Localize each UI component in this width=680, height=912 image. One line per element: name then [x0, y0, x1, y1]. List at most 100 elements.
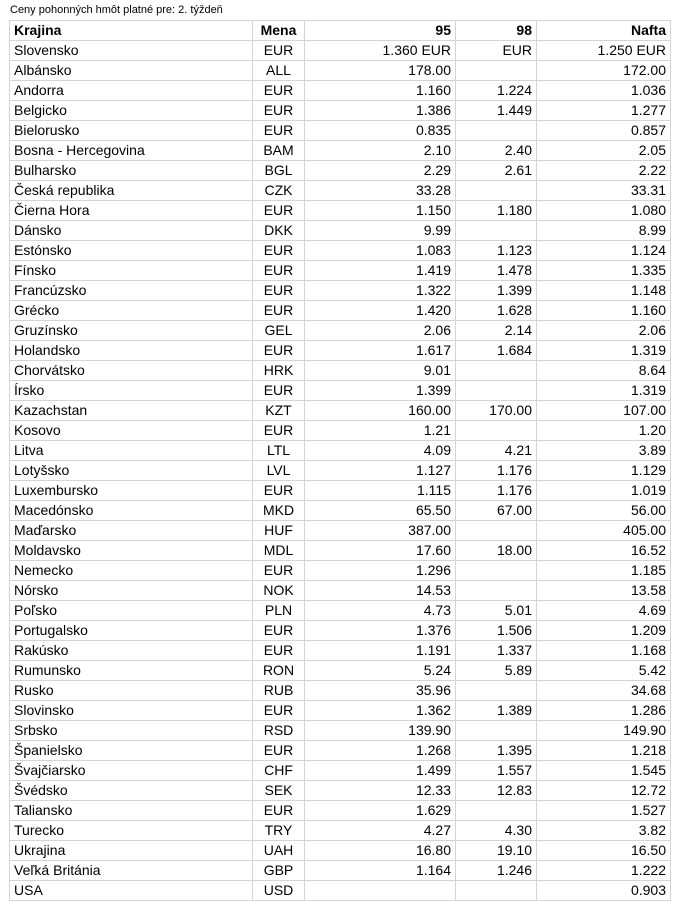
- table-cell: 19.10: [455, 840, 537, 861]
- table-cell: 1.395: [455, 740, 537, 761]
- table-row: Dánsko DKK 9.99 8.99: [9, 220, 671, 241]
- country-cell: Rumunsko: [9, 660, 253, 681]
- table-cell: 1.506: [455, 620, 537, 641]
- table-row: USA USD 0.903: [9, 880, 671, 901]
- table-row: Chorvátsko HRK 9.01 8.64: [9, 360, 671, 381]
- table-cell: 172.00: [536, 60, 671, 81]
- country-cell: Estónsko: [9, 240, 253, 261]
- table-cell: EUR: [252, 240, 305, 261]
- table-cell: EUR: [252, 800, 305, 821]
- table-cell: 16.50: [536, 840, 671, 861]
- table-cell: 1.499: [304, 760, 456, 781]
- table-cell: 1.246: [455, 860, 537, 881]
- table-row: Kazachstan KZT 160.00 170.00 107.00: [9, 400, 671, 421]
- table-cell: HRK: [252, 360, 305, 381]
- table-cell: 12.83: [455, 780, 537, 801]
- table-cell: 0.835: [304, 120, 456, 141]
- country-cell: Portugalsko: [9, 620, 253, 641]
- table-cell: 8.64: [536, 360, 671, 381]
- table-cell: 1.176: [455, 480, 537, 501]
- table-cell: 1.160: [536, 300, 671, 321]
- table-cell: EUR: [252, 200, 305, 221]
- table-row: Rumunsko RON 5.24 5.89 5.42: [9, 660, 671, 681]
- table-row: Rakúsko EUR 1.191 1.337 1.168: [9, 640, 671, 661]
- table-cell: GBP: [252, 860, 305, 881]
- table-cell: [304, 880, 456, 901]
- country-cell: Andorra: [9, 80, 253, 101]
- table-cell: 1.527: [536, 800, 671, 821]
- table-cell: 67.00: [455, 500, 537, 521]
- table-cell: EUR: [252, 740, 305, 761]
- table-row: Írsko EUR 1.399 1.319: [9, 380, 671, 401]
- table-row: Grécko EUR 1.420 1.628 1.160: [9, 300, 671, 321]
- table-cell: 1.420: [304, 300, 456, 321]
- table-cell: 1.386: [304, 100, 456, 121]
- table-cell: [455, 580, 537, 601]
- table-cell: [455, 680, 537, 701]
- table-cell: 4.30: [455, 820, 537, 841]
- table-row: Lotyšsko LVL 1.127 1.176 1.129: [9, 460, 671, 481]
- table-cell: 5.42: [536, 660, 671, 681]
- table-row: Holandsko EUR 1.617 1.684 1.319: [9, 340, 671, 361]
- country-cell: Írsko: [9, 380, 253, 401]
- country-cell: Nórsko: [9, 580, 253, 601]
- table-cell: 1.335: [536, 260, 671, 281]
- table-cell: LTL: [252, 440, 305, 461]
- table-cell: 33.31: [536, 180, 671, 201]
- country-cell: Slovinsko: [9, 700, 253, 721]
- table-row: Rusko RUB 35.96 34.68: [9, 680, 671, 701]
- table-cell: 1.127: [304, 460, 456, 481]
- table-row: Veľká Británia GBP 1.164 1.246 1.222: [9, 860, 671, 881]
- table-cell: EUR: [252, 120, 305, 141]
- caption: Ceny pohonných hmôt platné pre: 2. týžde…: [10, 4, 223, 16]
- header-cell: 98: [455, 20, 537, 41]
- country-cell: Nemecko: [9, 560, 253, 581]
- table-cell: 1.124: [536, 240, 671, 261]
- table-cell: 4.09: [304, 440, 456, 461]
- table-cell: [455, 520, 537, 541]
- table-row: Taliansko EUR 1.629 1.527: [9, 800, 671, 821]
- table-row: Nemecko EUR 1.296 1.185: [9, 560, 671, 581]
- table-cell: 1.209: [536, 620, 671, 641]
- country-cell: Švédsko: [9, 780, 253, 801]
- table-cell: 1.250 EUR: [536, 40, 671, 61]
- table-cell: 178.00: [304, 60, 456, 81]
- table-cell: 0.857: [536, 120, 671, 141]
- table-cell: EUR: [252, 280, 305, 301]
- table-cell: 1.148: [536, 280, 671, 301]
- table-cell: 16.80: [304, 840, 456, 861]
- header-cell: Mena: [252, 20, 305, 41]
- header-cell: 95: [304, 20, 456, 41]
- country-cell: Rakúsko: [9, 640, 253, 661]
- table-cell: 1.360 EUR: [304, 40, 456, 61]
- table-row: Gruzínsko GEL 2.06 2.14 2.06: [9, 320, 671, 341]
- table-cell: 1.21: [304, 420, 456, 441]
- table-row: Macedónsko MKD 65.50 67.00 56.00: [9, 500, 671, 521]
- table-cell: RON: [252, 660, 305, 681]
- table-row: Švajčiarsko CHF 1.499 1.557 1.545: [9, 760, 671, 781]
- table-cell: LVL: [252, 460, 305, 481]
- table-cell: 5.01: [455, 600, 537, 621]
- country-cell: Maďarsko: [9, 520, 253, 541]
- table-cell: 1.176: [455, 460, 537, 481]
- table-row: Čierna Hora EUR 1.150 1.180 1.080: [9, 200, 671, 221]
- table-cell: PLN: [252, 600, 305, 621]
- country-cell: Chorvátsko: [9, 360, 253, 381]
- table-cell: 34.68: [536, 680, 671, 701]
- table-cell: 56.00: [536, 500, 671, 521]
- table-cell: USD: [252, 880, 305, 901]
- table-row: Španielsko EUR 1.268 1.395 1.218: [9, 740, 671, 761]
- table-cell: 387.00: [304, 520, 456, 541]
- table-cell: 1.150: [304, 200, 456, 221]
- header-row: Krajina Mena 95 98 Nafta: [9, 20, 671, 41]
- header-cell: Krajina: [9, 20, 253, 41]
- country-cell: Poľsko: [9, 600, 253, 621]
- table-row: Maďarsko HUF 387.00 405.00: [9, 520, 671, 541]
- table-cell: 1.628: [455, 300, 537, 321]
- table-cell: 14.53: [304, 580, 456, 601]
- table-cell: 65.50: [304, 500, 456, 521]
- table-cell: 4.73: [304, 600, 456, 621]
- table-cell: 1.20: [536, 420, 671, 441]
- table-cell: 1.191: [304, 640, 456, 661]
- table-row: Fínsko EUR 1.419 1.478 1.335: [9, 260, 671, 281]
